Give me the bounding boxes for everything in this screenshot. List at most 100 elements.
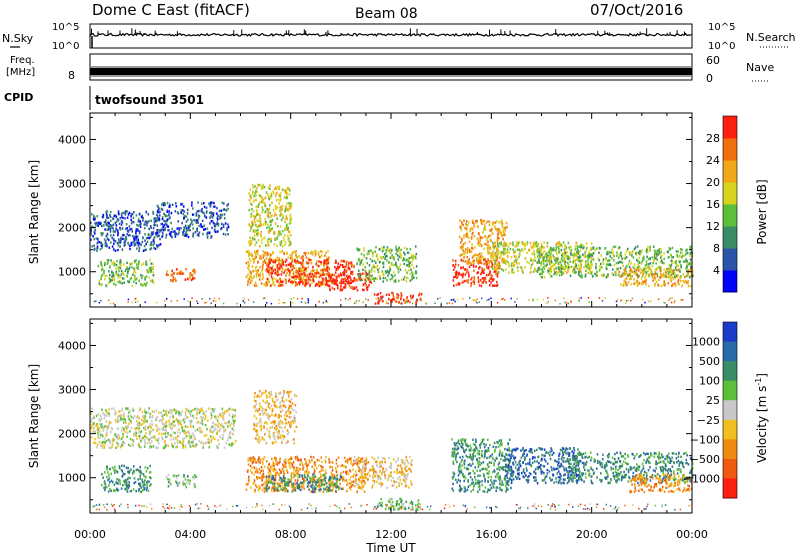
- range-cell: [501, 234, 503, 236]
- range-cell: [653, 260, 655, 262]
- range-cell: [471, 244, 473, 246]
- range-cell: [385, 252, 387, 254]
- range-cell: [197, 408, 199, 410]
- range-cell: [313, 274, 315, 276]
- range-cell: [461, 274, 463, 276]
- range-cell: [607, 273, 609, 275]
- range-cell: [91, 408, 93, 410]
- range-cell: [172, 415, 174, 417]
- range-cell: [103, 224, 105, 226]
- range-cell: [144, 435, 146, 437]
- range-cell: [198, 440, 200, 442]
- range-cell: [680, 248, 682, 250]
- range-cell: [112, 227, 114, 229]
- range-cell: [97, 215, 99, 217]
- range-cell: [383, 277, 385, 279]
- range-cell: [374, 293, 376, 295]
- range-cell: [200, 442, 202, 444]
- range-cell: [282, 205, 284, 207]
- range-cell: [260, 258, 262, 260]
- range-cell: [161, 223, 163, 225]
- range-cell: [359, 275, 361, 277]
- range-cell: [197, 201, 199, 203]
- range-cell: [170, 232, 172, 234]
- range-cell: [354, 277, 356, 279]
- range-cell: [325, 279, 327, 281]
- range-cell: [94, 232, 96, 234]
- range-cell: [560, 261, 562, 263]
- range-cell: [522, 250, 524, 252]
- range-cell: [483, 229, 485, 231]
- range-cell: [650, 271, 652, 273]
- range-cell: [494, 246, 496, 248]
- range-cell: [160, 243, 162, 245]
- range-cell: [636, 272, 638, 274]
- range-cell: [298, 267, 300, 269]
- range-cell: [110, 234, 112, 236]
- range-cell: [347, 274, 349, 276]
- range-cell: [258, 203, 260, 205]
- range-cell: [369, 264, 371, 266]
- range-cell: [407, 302, 408, 304]
- range-cell: [115, 267, 117, 269]
- range-cell: [671, 264, 673, 266]
- range-cell: [626, 250, 628, 252]
- range-cell: [656, 259, 658, 261]
- range-cell: [315, 283, 317, 285]
- range-cell: [531, 253, 533, 255]
- range-cell: [615, 272, 617, 274]
- range-cell: [356, 263, 358, 265]
- range-cell: [152, 279, 154, 281]
- range-cell: [255, 194, 257, 196]
- range-cell: [192, 227, 194, 229]
- range-cell: [272, 227, 274, 229]
- range-cell: [687, 263, 689, 265]
- range-cell: [221, 210, 223, 212]
- range-cell: [265, 210, 267, 212]
- range-cell: [485, 281, 487, 283]
- range-cell: [519, 250, 521, 252]
- range-cell: [668, 273, 670, 275]
- range-cell: [394, 280, 396, 282]
- range-cell: [149, 267, 151, 269]
- range-cell: [602, 261, 604, 263]
- range-cell: [225, 209, 227, 211]
- range-cell: [506, 226, 508, 228]
- range-cell: [461, 245, 463, 247]
- range-cell: [223, 418, 225, 420]
- range-cell: [127, 271, 129, 273]
- range-cell: [537, 248, 539, 250]
- range-cell: [113, 243, 115, 245]
- range-cell: [469, 266, 471, 268]
- range-cell: [262, 264, 264, 266]
- range-cell: [461, 238, 463, 240]
- range-cell: [199, 422, 201, 424]
- range-cell: [497, 275, 499, 277]
- range-cell: [646, 260, 648, 262]
- range-cell: [660, 266, 662, 268]
- range-cell: [228, 226, 230, 228]
- range-cell: [158, 442, 160, 444]
- range-cell: [552, 254, 554, 256]
- range-cell: [497, 254, 499, 256]
- range-cell: [546, 303, 547, 305]
- range-cell: [340, 264, 342, 266]
- range-cell: [479, 240, 481, 242]
- range-cell: [584, 255, 586, 257]
- range-cell: [410, 248, 412, 250]
- range-cell: [121, 224, 123, 226]
- range-cell: [305, 282, 307, 284]
- range-cell: [526, 261, 528, 263]
- range-cell: [476, 301, 477, 303]
- range-cell: [483, 272, 485, 274]
- range-cell: [564, 270, 566, 272]
- range-cell: [464, 251, 466, 253]
- range-cell: [474, 281, 476, 283]
- range-cell: [556, 247, 558, 249]
- range-cell: [499, 221, 501, 223]
- range-cell: [336, 275, 338, 277]
- range-cell: [214, 415, 216, 417]
- range-cell: [404, 258, 406, 260]
- range-cell: [655, 262, 657, 264]
- range-cell: [123, 263, 125, 265]
